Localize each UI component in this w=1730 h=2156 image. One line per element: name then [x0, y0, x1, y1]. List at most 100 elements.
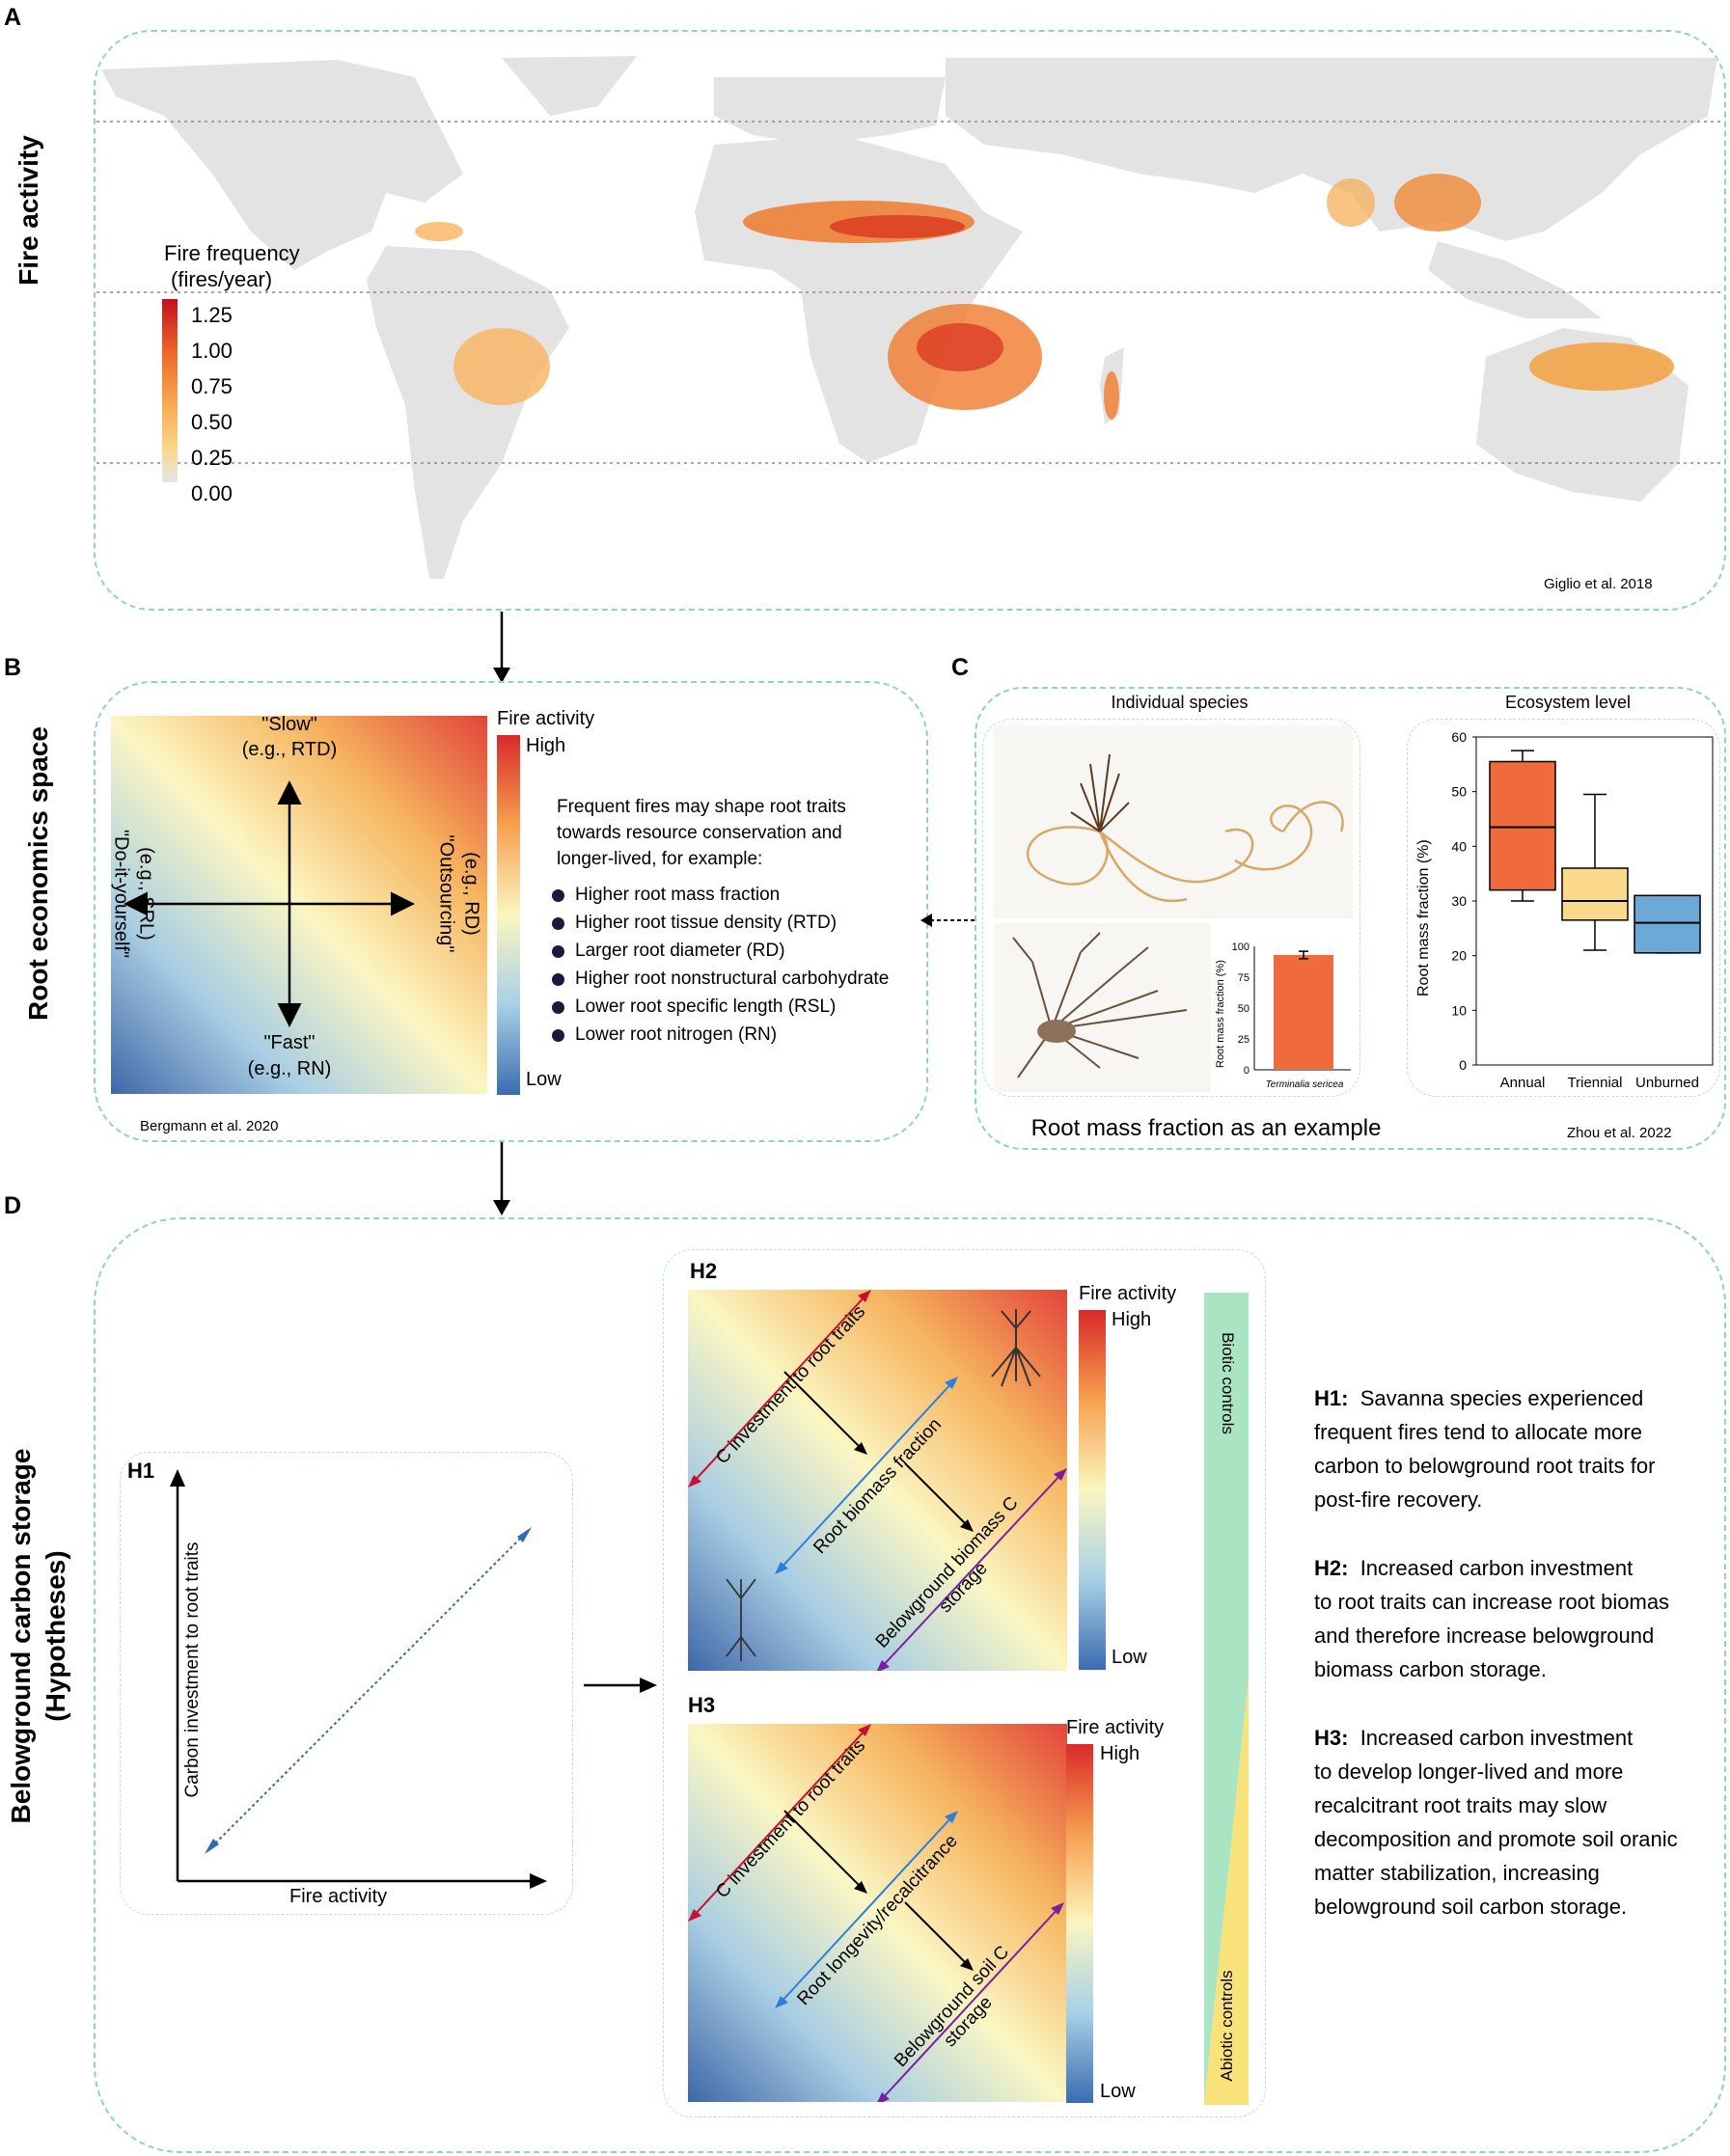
outsourcing-example: (e.g., RD) [460, 852, 482, 936]
h3-arrowhead [1051, 1902, 1064, 1915]
h1-xlabel: Fire activity [289, 1886, 388, 1907]
h2-arrowhead [876, 1660, 890, 1671]
h2-arrowhead [688, 1475, 701, 1487]
latitude-lines [96, 121, 1723, 464]
box-ytick-label: 10 [1451, 1002, 1467, 1018]
europe-landmass [714, 77, 946, 145]
panel-d-side-label: Belowground carbon storage (Hypotheses) [4, 1419, 73, 1853]
hypotheses-text: H1: Savanna species experienced frequent… [1314, 1381, 1719, 1958]
connector-c-to-b-arrow [920, 914, 975, 927]
h3-flow-arrow-2 [904, 1901, 969, 1966]
h2-cbar-title: Fire activity [1079, 1283, 1177, 1304]
species-ytick: 25 [1238, 1034, 1249, 1046]
fire-hotspots [415, 174, 1674, 420]
hypothesis-h3-line: decomposition and promote soil oranic [1314, 1827, 1678, 1851]
box-xtick-annual: Annual [1500, 1075, 1546, 1091]
asia-landmass [946, 58, 1717, 241]
hypothesis-h3-line: belowground soil carbon storage. [1314, 1895, 1628, 1919]
h1-trend-arrowhead-up [517, 1527, 532, 1542]
india-fire [1327, 178, 1375, 227]
h2-arrowhead [945, 1377, 958, 1389]
hypothesis-h3: H3: Increased carbon investment to devel… [1314, 1721, 1719, 1924]
box-ytick-label: 20 [1451, 948, 1467, 964]
h1-y-axis-head [170, 1469, 185, 1487]
root-crown [1070, 753, 1130, 832]
trait-bullet-list: Higher root mass fraction Higher root ti… [550, 881, 889, 1049]
intro-line: towards resource conservation and [557, 823, 842, 843]
intro-line: Frequent fires may shape root traits [557, 797, 846, 817]
h3-arrow-c-investment [692, 1728, 867, 1918]
h2-h3-subpanel [663, 1249, 1266, 2117]
biotic-controls-wedge [1204, 1293, 1249, 2103]
legend-tick: 1.00 [191, 339, 233, 363]
fast-label: "Fast" [263, 1032, 316, 1053]
h2-arrow-belowground-c [880, 1472, 1063, 1669]
fire-frequency-colorbar [162, 299, 178, 482]
fast-example: (e.g., RN) [247, 1058, 332, 1079]
hypothesis-h3-line: matter stabilization, increasing [1314, 1861, 1600, 1885]
diy-label: "Do-it-yourself" [110, 829, 132, 959]
h3-arrowhead [945, 1811, 958, 1823]
h2-flow-arrowhead-1 [854, 1442, 867, 1455]
legend-title-line2: (fires/year) [171, 267, 273, 291]
legend-tick: 0.25 [191, 446, 233, 470]
h1-to-h2-h3-arrow [584, 1678, 657, 1693]
list-item: Higher root nonstructural carbohydrate [550, 965, 889, 993]
species-ytick: 75 [1238, 972, 1249, 984]
tree-icon-large [991, 1309, 1041, 1387]
list-item: Lower root nitrogen (RN) [550, 1021, 889, 1049]
h2-arrowhead [858, 1290, 871, 1302]
h3-cbar-high: High [1100, 1743, 1140, 1764]
box-ytick-label: 40 [1451, 838, 1467, 854]
panel-d-side-label-line1: Belowground carbon storage [6, 1448, 36, 1824]
outsourcing-label: "Outsourcing" [435, 834, 457, 953]
box-ytick-label: 0 [1459, 1057, 1467, 1073]
panel-c-citation: Zhou et al. 2022 [1567, 1125, 1672, 1141]
box-ytick-label: 30 [1451, 893, 1467, 909]
h3-cbar-low: Low [1100, 2081, 1136, 2102]
h1-ylabel: Carbon investment to root traits [182, 1542, 203, 1798]
box-ytick-label: 50 [1451, 784, 1467, 800]
panel-b-fire-colorbar [497, 735, 520, 1095]
abiotic-controls-label: Abiotic controls [1218, 1970, 1236, 2082]
northern-australia-fire [1529, 342, 1674, 391]
h1-trend-arrow [210, 1533, 526, 1848]
panel-d-frame [94, 1217, 1726, 2153]
species-ytick: 0 [1244, 1065, 1249, 1077]
h3-flow-arrow-1 [783, 1810, 863, 1889]
h2-arrowhead [1054, 1468, 1067, 1481]
africa-landmass [695, 135, 1023, 463]
panel-b-intro: Frequent fires may shape root traits tow… [557, 794, 846, 872]
shrub-roots [1012, 932, 1188, 1078]
h1-x-axis-head [530, 1873, 547, 1889]
panel-b-side-label: Root economics space [23, 726, 53, 1021]
hypothesis-h3-line: recalcitrant root traits may slow [1314, 1793, 1607, 1817]
box-rect [1634, 894, 1701, 954]
tree-icon-small [726, 1578, 756, 1661]
panel-a-citation: Giglio et al. 2018 [1544, 576, 1653, 592]
h1-plot [170, 1469, 547, 1889]
central-america-fire [415, 222, 463, 241]
panel-b-citation: Bergmann et al. 2020 [140, 1118, 279, 1134]
hypothesis-h1-line: frequent fires tend to allocate more [1314, 1420, 1642, 1444]
legend-tick: 0.00 [191, 481, 233, 505]
intro-line: longer-lived, for example: [557, 849, 763, 869]
h3-arrowhead [688, 1909, 701, 1922]
connector-a-to-b-arrow [493, 612, 510, 683]
panel-a-side-label: Fire activity [14, 135, 43, 286]
south-america-fire [453, 328, 550, 405]
land-masses [101, 56, 1717, 579]
h2-flow-arrow-1 [783, 1371, 863, 1450]
h3-arrow-belowground-soil-c [880, 1906, 1060, 2101]
species-bar [1274, 954, 1333, 1070]
hypothesis-h1: H1: Savanna species experienced frequent… [1314, 1381, 1719, 1516]
h2-label: H2 [690, 1259, 718, 1283]
h3-gradient [688, 1724, 1067, 2102]
panel-b-cbar-low: Low [526, 1069, 562, 1090]
panel-c-frame [975, 687, 1726, 1150]
madagascar-fire [1104, 371, 1119, 420]
list-item: Higher root tissue density (RTD) [550, 909, 889, 937]
panel-d-side-label-line2: (Hypotheses) [41, 1550, 70, 1722]
legend-tick: 0.75 [191, 374, 233, 398]
panel-d-letter: D [4, 1192, 22, 1219]
